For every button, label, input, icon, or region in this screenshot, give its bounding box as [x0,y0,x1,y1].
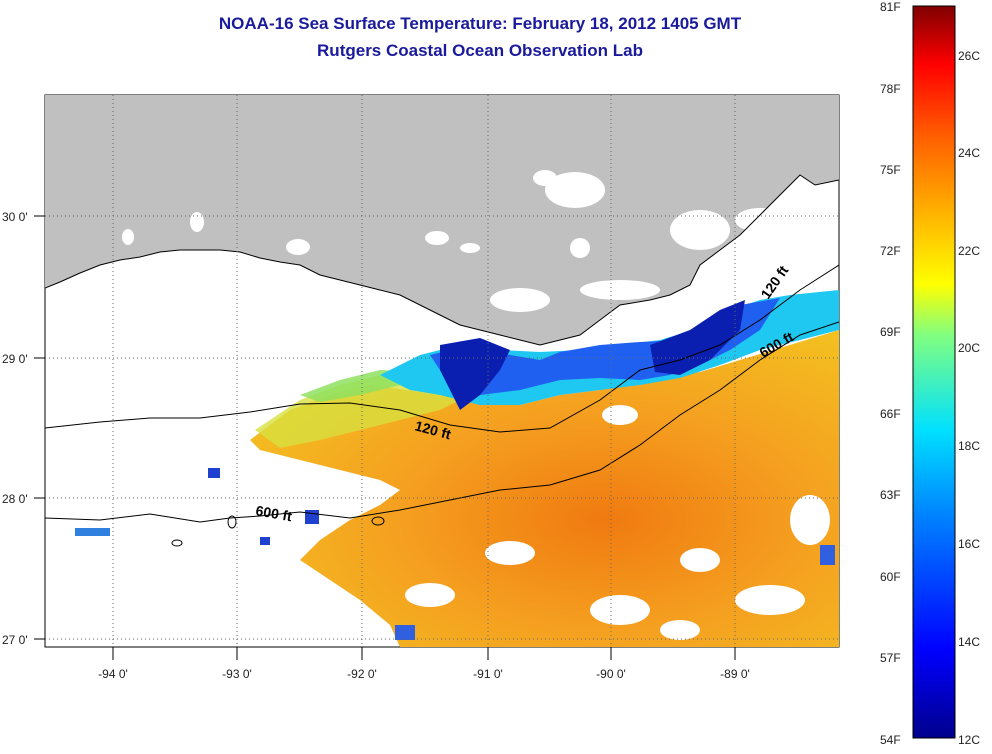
grid-lines [45,95,839,647]
lon-label: -93 0' [222,667,252,681]
coastal-marsh [490,288,550,312]
cold-pixel [208,468,220,478]
coastal-marsh [735,208,785,232]
contour-island [371,516,385,526]
lat-label: 27 0' [2,633,28,647]
cb-f-label: 69F [880,325,901,339]
colorbar [912,5,956,739]
lake [190,212,204,232]
cb-f-label: 63F [880,488,901,502]
cold-plume-darkblue [440,338,510,410]
cb-c-label: 26C [958,49,980,63]
map-subtitle: Rutgers Coastal Ocean Observation Lab [317,41,643,60]
cb-f-label: 60F [880,570,901,584]
cb-f-label: 81F [880,0,901,14]
cb-f-label: 66F [880,407,901,421]
cb-f-label: 78F [880,82,901,96]
colorbar-c-labels: 26C 24C 22C 20C 18C 16C 14C 12C [958,49,980,747]
cloud-gap [680,548,720,572]
lon-label: -90 0' [596,667,626,681]
lake [122,229,134,245]
cloud-gap [405,583,455,607]
coastline [45,174,839,346]
lat-label: 30 0' [2,210,28,224]
lat-label: 29 0' [2,352,28,366]
lake [570,238,590,258]
coastal-marsh [580,280,660,300]
cb-f-label: 72F [880,244,901,258]
cloud-gap [590,595,650,625]
contour-island [227,515,237,529]
cloud-gap [660,620,700,640]
contour-island [171,539,183,547]
cb-f-label: 75F [880,163,901,177]
cold-plume-darkblue [650,300,745,375]
cloud-gap [602,405,638,425]
lat-label: 28 0' [2,492,28,506]
cb-f-label: 57F [880,651,901,665]
axis-ticks [34,215,736,660]
cloud-gap [735,585,805,615]
cb-c-label: 14C [958,635,980,649]
lake [545,172,605,208]
coastal-marsh [670,210,730,250]
cold-plume-blue [430,298,780,395]
lon-label: -89 0' [720,667,750,681]
lon-label: -91 0' [473,667,503,681]
map-title: NOAA-16 Sea Surface Temperature: Februar… [218,14,742,33]
cb-f-label: 54F [880,733,901,747]
cold-pixel [75,528,110,536]
lake [460,243,480,253]
cold-pixel [305,510,319,524]
contour-600ft [45,321,839,523]
lake [286,239,310,255]
cold-pixel [395,625,415,640]
lon-label: -94 0' [98,667,128,681]
cb-c-label: 24C [958,146,980,160]
cold-pixel [260,537,270,545]
cloud-gap [790,495,830,545]
cb-c-label: 22C [958,244,980,258]
cb-c-label: 16C [958,537,980,551]
cb-c-label: 12C [958,733,980,747]
contour-120ft [45,264,839,433]
cold-pixel [820,545,835,565]
cb-c-label: 20C [958,341,980,355]
cloud-gap [485,541,535,565]
lake [425,231,449,245]
lon-label: -92 0' [347,667,377,681]
lake [533,170,557,186]
contour-label-600: 600 ft [254,502,293,524]
colorbar-f-labels: 81F 78F 75F 72F 69F 66F 63F 60F 57F 54F [880,0,901,747]
cb-c-label: 18C [958,439,980,453]
